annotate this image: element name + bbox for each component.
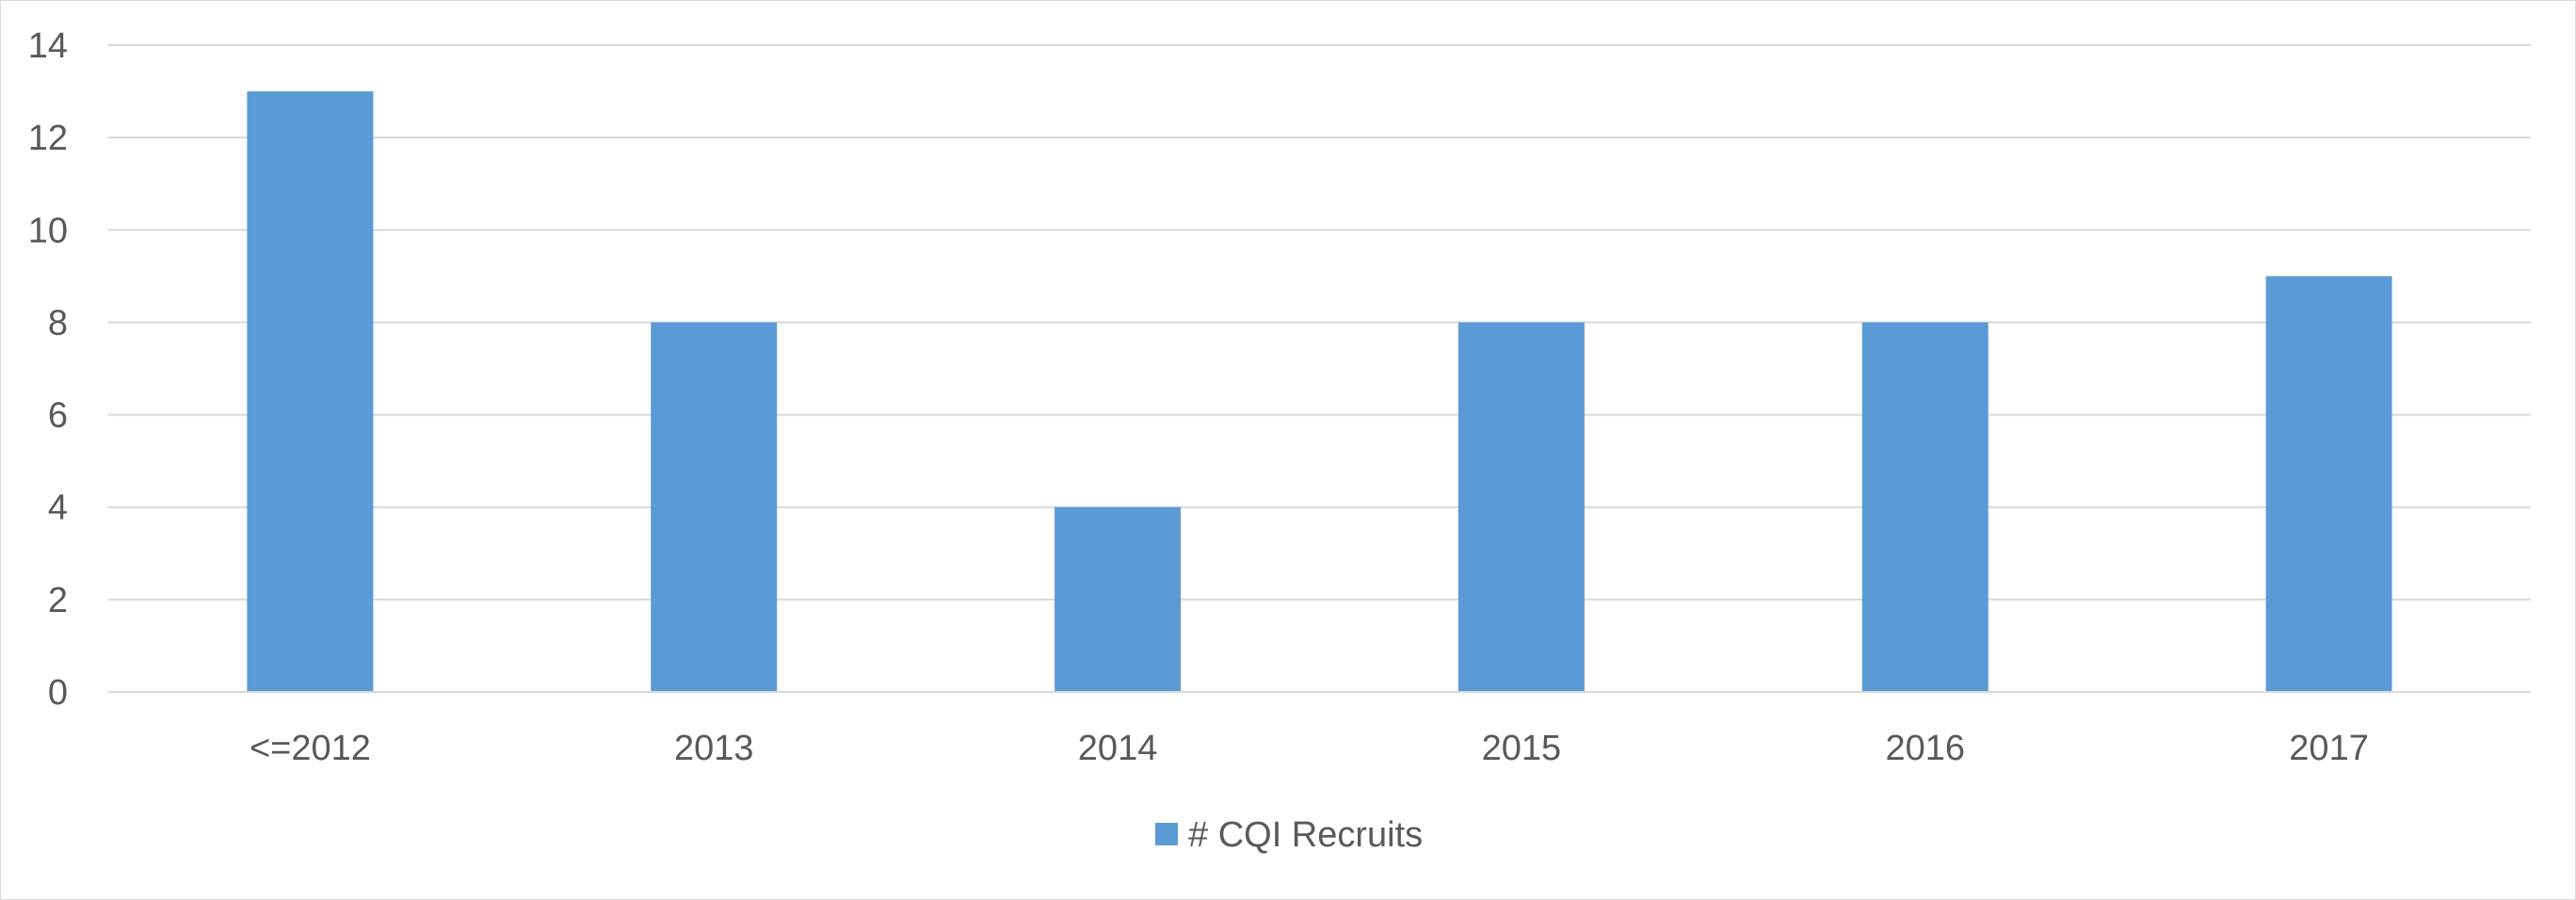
bar bbox=[1055, 506, 1182, 692]
x-tick-label: 2015 bbox=[1482, 729, 1562, 768]
x-tick-label: 2014 bbox=[1078, 729, 1158, 768]
gridlines bbox=[108, 44, 2531, 601]
x-tick-label: 2013 bbox=[674, 729, 754, 768]
bar bbox=[1457, 322, 1585, 692]
bar bbox=[2265, 276, 2392, 692]
bar bbox=[1861, 322, 1988, 692]
x-tick-label: <=2012 bbox=[250, 729, 371, 768]
y-tick-label: 2 bbox=[48, 581, 68, 620]
y-tick-label: 14 bbox=[28, 26, 68, 66]
bar bbox=[247, 91, 374, 693]
legend-label: # CQI Recruits bbox=[1188, 815, 1423, 855]
y-tick-label: 8 bbox=[48, 303, 68, 343]
y-tick-label: 0 bbox=[48, 673, 68, 713]
y-tick-label: 4 bbox=[48, 489, 68, 528]
x-axis-tick-labels: <=2012 2013 2014 2015 2016 2017 bbox=[250, 729, 2369, 768]
legend-swatch bbox=[1155, 823, 1178, 845]
y-tick-label: 12 bbox=[28, 119, 68, 158]
y-tick-label: 6 bbox=[48, 396, 68, 436]
bar bbox=[651, 322, 778, 692]
x-tick-label: 2016 bbox=[1885, 729, 1965, 768]
legend: # CQI Recruits bbox=[1155, 815, 1423, 855]
y-tick-label: 10 bbox=[28, 211, 68, 250]
bars bbox=[247, 91, 2392, 693]
x-tick-label: 2017 bbox=[2289, 729, 2369, 768]
y-axis-tick-labels: 0 2 4 6 8 10 12 14 bbox=[28, 26, 68, 713]
